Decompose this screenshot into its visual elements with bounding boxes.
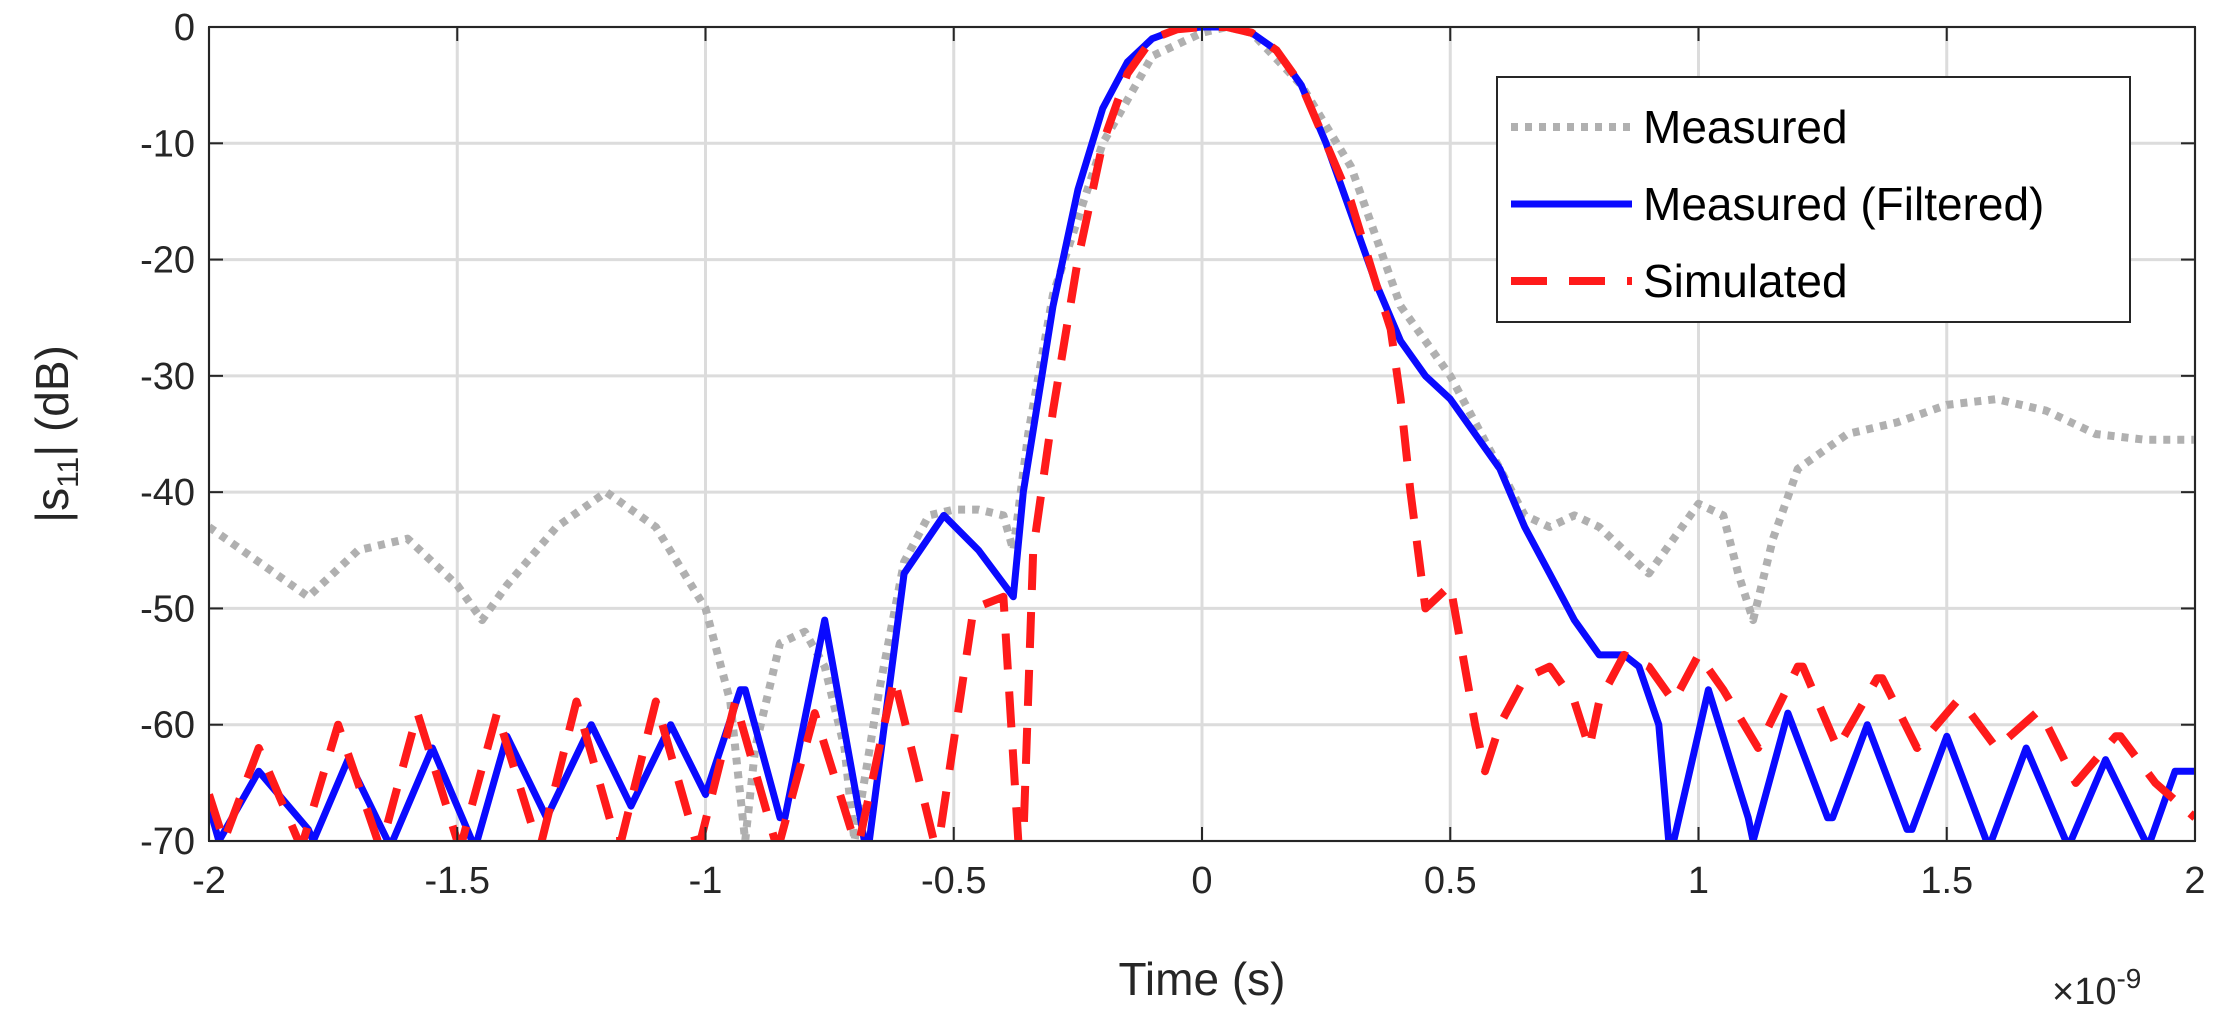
x-tick-label: 1 [1688,860,1709,902]
x-tick-label: -1 [689,860,723,902]
x-tick-label: 2 [2184,860,2205,902]
y-tick-label: -30 [140,356,195,398]
y-label-sub: 11 [52,457,85,488]
y-tick-label: 0 [174,7,195,49]
y-label-post: | (dB) [26,345,78,457]
x-tick-label: 0 [1191,860,1212,902]
y-axis-label: |s11| (dB) [26,345,85,523]
legend-label-simulated: Simulated [1643,255,1848,307]
x-tick-label: -0.5 [921,860,986,902]
y-tick-label: -50 [140,588,195,630]
y-tick-label: -20 [140,240,195,282]
y-label-pre: |s [26,488,78,523]
y-tick-label: -70 [140,821,195,863]
legend-label-measured-filtered: Measured (Filtered) [1643,178,2044,230]
y-tick-label: -60 [140,705,195,747]
x-tick-label: 0.5 [1424,860,1477,902]
x-axis-label: Time (s) [1119,953,1286,1005]
x-tick-label: -2 [192,860,226,902]
x-tick-label: 1.5 [1920,860,1973,902]
y-tick-label: -40 [140,472,195,514]
series-line-measured [209,27,2195,841]
legend-label-measured: Measured [1643,101,1848,153]
x-tick-label: -1.5 [425,860,490,902]
x-axis-exponent: ×10-9 [2052,963,2141,1013]
series-lines [209,27,2195,841]
y-tick-label: -10 [140,123,195,165]
x-exponent-power: -9 [2116,963,2141,994]
axis-ticks: -2 -1.5 -1 -0.5 0 0.5 1 1.5 2 0 -10 -20 -30 -40 -50 -60… [140,7,2205,902]
x-exponent-base: ×10 [2052,971,2116,1013]
legend: Measured Measured (Filtered) Simulated [1496,76,2131,323]
